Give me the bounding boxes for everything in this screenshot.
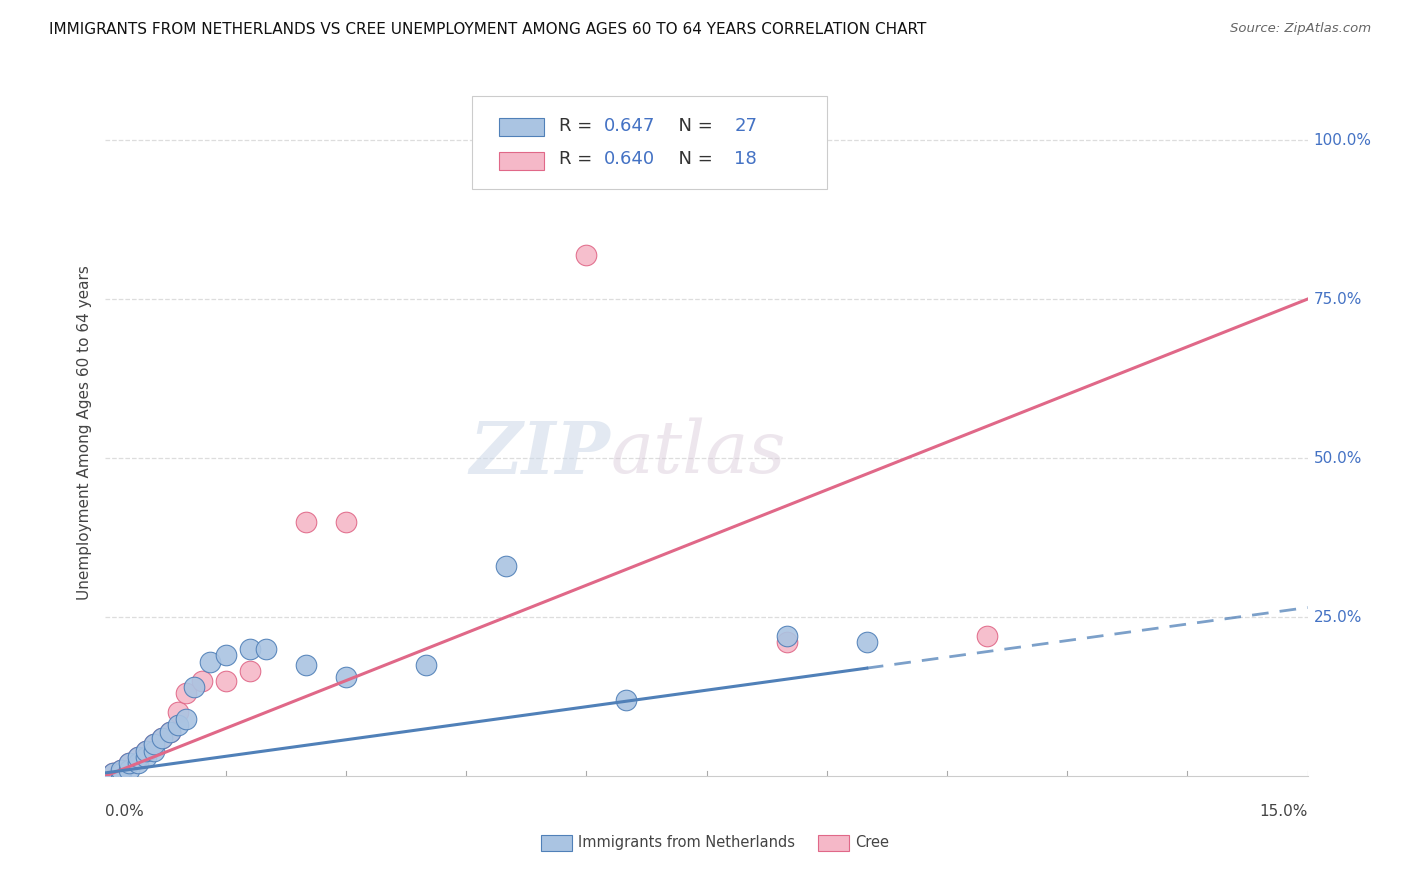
Point [198, 655, 221, 669]
Point [127, 750, 149, 764]
Point [118, 756, 141, 771]
Point [295, 657, 318, 672]
Point [103, 765, 125, 780]
Point [616, 692, 638, 706]
Text: R =: R = [558, 117, 598, 135]
Text: 27: 27 [734, 117, 758, 135]
Text: ZIP: ZIP [470, 417, 610, 489]
Text: 75.0%: 75.0% [1313, 292, 1362, 307]
Text: N =: N = [666, 150, 718, 169]
Text: atlas: atlas [610, 418, 786, 489]
Point [174, 686, 197, 700]
Point [214, 673, 236, 688]
Point [135, 743, 157, 757]
Point [214, 648, 236, 663]
Text: 50.0%: 50.0% [1313, 450, 1362, 466]
Text: IMMIGRANTS FROM NETHERLANDS VS CREE UNEMPLOYMENT AMONG AGES 60 TO 64 YEARS CORRE: IMMIGRANTS FROM NETHERLANDS VS CREE UNEM… [49, 22, 927, 37]
Point [183, 680, 205, 694]
Point [174, 712, 197, 726]
Point [142, 737, 165, 751]
Text: Immigrants from Netherlands: Immigrants from Netherlands [578, 836, 794, 850]
FancyBboxPatch shape [472, 96, 827, 189]
Point [239, 641, 262, 656]
Text: 0.647: 0.647 [605, 117, 655, 135]
Point [295, 515, 318, 529]
Text: 0.640: 0.640 [605, 150, 655, 169]
Text: R =: R = [558, 150, 598, 169]
Point [150, 731, 173, 745]
Text: 18: 18 [734, 150, 756, 169]
Text: 100.0%: 100.0% [1313, 133, 1372, 147]
Text: 25.0%: 25.0% [1313, 609, 1362, 624]
Point [166, 718, 188, 732]
Point [776, 635, 799, 649]
Point [575, 247, 598, 261]
Point [239, 664, 262, 678]
Point [415, 657, 437, 672]
Point [159, 724, 181, 739]
Point [976, 629, 998, 643]
Point [142, 737, 165, 751]
Point [110, 765, 132, 780]
Point [110, 763, 132, 777]
Point [118, 763, 141, 777]
Text: Cree: Cree [855, 836, 889, 850]
Point [495, 559, 517, 574]
Point [254, 641, 277, 656]
Point [135, 750, 157, 764]
FancyBboxPatch shape [499, 152, 544, 169]
Point [103, 765, 125, 780]
Text: 15.0%: 15.0% [1260, 805, 1308, 819]
Point [190, 673, 212, 688]
Point [135, 743, 157, 757]
Point [127, 750, 149, 764]
Point [159, 724, 181, 739]
Point [110, 763, 132, 777]
Point [118, 756, 141, 771]
Point [776, 629, 799, 643]
Y-axis label: Unemployment Among Ages 60 to 64 years: Unemployment Among Ages 60 to 64 years [76, 265, 91, 600]
Point [127, 756, 149, 771]
FancyBboxPatch shape [499, 118, 544, 136]
Text: 0.0%: 0.0% [105, 805, 145, 819]
Text: Source: ZipAtlas.com: Source: ZipAtlas.com [1230, 22, 1371, 36]
Point [335, 515, 357, 529]
Point [855, 635, 877, 649]
Point [335, 670, 357, 684]
Point [142, 743, 165, 757]
Point [150, 731, 173, 745]
Text: N =: N = [666, 117, 718, 135]
Point [166, 706, 188, 720]
